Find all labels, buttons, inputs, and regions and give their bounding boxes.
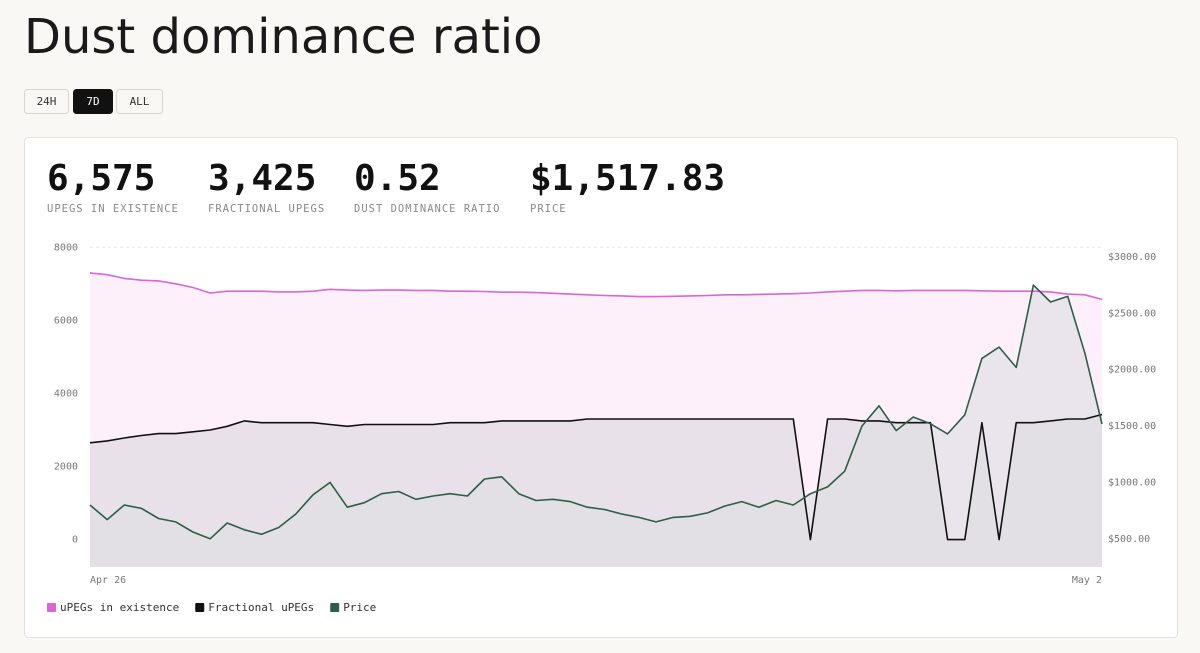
y-tick-label: 4000: [54, 388, 78, 399]
stat-value: 6,575: [47, 158, 155, 199]
legend-label: uPEGs in existence: [60, 601, 179, 614]
stat-value: $1,517.83: [530, 158, 725, 199]
stat-label: FRACTIONAL UPEGS: [208, 203, 325, 215]
y-tick-label: 2000: [54, 462, 78, 473]
legend-label: Fractional uPEGs: [208, 601, 314, 614]
stat-label: PRICE: [530, 203, 567, 215]
y2-tick-label: $3000.00: [1108, 252, 1156, 263]
stat-value: 0.52: [354, 158, 441, 199]
stat-value: 3,425: [208, 158, 316, 199]
y2-tick-label: $1000.00: [1108, 477, 1156, 488]
y-tick-label: 0: [72, 535, 78, 546]
y2-tick-label: $500.00: [1108, 534, 1150, 545]
stat-label: DUST DOMINANCE RATIO: [354, 203, 500, 215]
range-button-label[interactable]: 24H: [37, 95, 57, 108]
range-button-label[interactable]: 7D: [86, 95, 99, 108]
x-tick-label: May 2: [1072, 575, 1102, 586]
stat-label: UPEGS IN EXISTENCE: [47, 203, 179, 215]
range-button[interactable]: [73, 89, 113, 114]
y-tick-label: 6000: [54, 315, 78, 326]
y-tick-label: 8000: [54, 242, 78, 253]
range-button[interactable]: [24, 89, 69, 114]
y2-tick-label: $1500.00: [1108, 421, 1156, 432]
y2-tick-label: $2000.00: [1108, 365, 1156, 376]
legend-swatch: [47, 603, 56, 612]
y2-tick-label: $2500.00: [1108, 308, 1156, 319]
series-line: [89, 272, 1103, 301]
series-line: [89, 284, 1103, 540]
page-title: Dust dominance ratio: [24, 9, 543, 65]
series-area: [90, 285, 1102, 567]
range-button[interactable]: [116, 89, 163, 114]
legend-label: Price: [343, 601, 376, 614]
legend-swatch: [195, 603, 205, 612]
range-button-label[interactable]: ALL: [130, 95, 150, 108]
series-line: [89, 413, 1103, 541]
x-tick-label: Apr 26: [90, 575, 126, 586]
legend-swatch: [330, 603, 340, 612]
